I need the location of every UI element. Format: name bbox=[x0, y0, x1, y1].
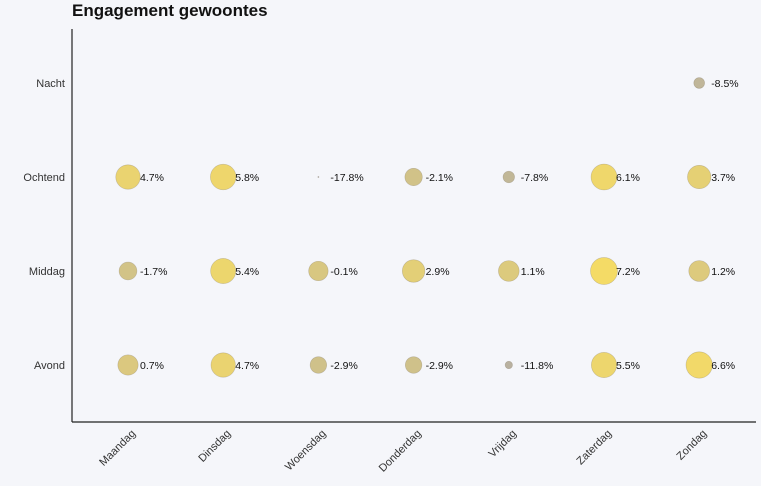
bubble-zaterdag-middag bbox=[590, 257, 618, 285]
value-label-woensdag-middag: -0.1% bbox=[330, 266, 357, 278]
x-tick-label-donderdag: Donderdag bbox=[377, 428, 424, 475]
bubble-donderdag-avond bbox=[404, 356, 423, 374]
value-label-woensdag-ochtend: -17.8% bbox=[330, 172, 363, 184]
bubble-zaterdag-avond bbox=[591, 352, 617, 378]
bubble-donderdag-ochtend bbox=[404, 167, 423, 187]
bubble-woensdag-middag bbox=[308, 260, 329, 282]
bubble-zondag-nacht bbox=[693, 77, 705, 89]
bubble-dinsdag-ochtend bbox=[210, 163, 237, 191]
value-label-woensdag-avond: -2.9% bbox=[330, 360, 357, 372]
y-tick-label-ochtend: Ochtend bbox=[23, 172, 65, 184]
bubble-woensdag-avond bbox=[309, 356, 328, 374]
bubble-vrijdag-middag bbox=[498, 260, 520, 282]
bubble-dinsdag-middag bbox=[210, 258, 237, 284]
y-axis-labels: Nacht Ochtend Middag Avond bbox=[23, 78, 65, 372]
value-label-dinsdag-ochtend: 5.8% bbox=[235, 172, 259, 184]
x-tick-label-woensdag: Woensdag bbox=[283, 428, 329, 474]
value-label-zondag-nacht: -8.5% bbox=[711, 78, 738, 90]
bubble-donderdag-middag bbox=[401, 259, 426, 283]
value-label-vrijdag-ochtend: -7.8% bbox=[521, 172, 548, 184]
x-tick-label-vrijdag: Vrijdag bbox=[487, 428, 519, 460]
value-label-zaterdag-avond: 5.5% bbox=[616, 360, 640, 372]
value-label-donderdag-middag: 2.9% bbox=[426, 266, 450, 278]
chart-title: Engagement gewoontes bbox=[72, 1, 268, 20]
chart-axes bbox=[71, 29, 756, 423]
bubble-woensdag-ochtend bbox=[317, 176, 320, 178]
value-labels: -8.5% 4.7% 5.8% -17.8% -2.1% -7.8% 6.1% 3.7% -1.… bbox=[140, 78, 739, 372]
bubble-maandag-ochtend bbox=[115, 164, 141, 190]
bubbles bbox=[115, 77, 713, 379]
bubble-vrijdag-ochtend bbox=[502, 170, 515, 184]
bubble-zondag-ochtend bbox=[687, 164, 712, 190]
x-axis-labels: Maandag Dinsdag Woensdag Donderdag Vrijdag Za… bbox=[97, 428, 709, 475]
bubble-zaterdag-ochtend bbox=[590, 163, 618, 191]
y-tick-label-middag: Middag bbox=[29, 266, 65, 278]
value-label-zondag-middag: 1.2% bbox=[711, 266, 735, 278]
value-label-maandag-avond: 0.7% bbox=[140, 360, 164, 372]
bubble-maandag-middag bbox=[118, 261, 138, 281]
value-label-donderdag-ochtend: -2.1% bbox=[426, 172, 453, 184]
value-label-zondag-avond: 6.6% bbox=[711, 360, 735, 372]
bubble-maandag-avond bbox=[117, 354, 139, 376]
bubble-vrijdag-avond bbox=[504, 360, 513, 370]
value-label-zaterdag-ochtend: 6.1% bbox=[616, 172, 640, 184]
bubble-dinsdag-avond bbox=[210, 352, 236, 378]
value-label-zondag-ochtend: 3.7% bbox=[711, 172, 735, 184]
value-label-donderdag-avond: -2.9% bbox=[426, 360, 453, 372]
value-label-vrijdag-middag: 1.1% bbox=[521, 266, 545, 278]
x-tick-label-zaterdag: Zaterdag bbox=[575, 428, 615, 468]
bubble-zondag-avond bbox=[685, 351, 713, 379]
y-tick-label-nacht: Nacht bbox=[36, 78, 65, 90]
bubble-zondag-middag bbox=[688, 260, 710, 282]
value-label-maandag-ochtend: 4.7% bbox=[140, 172, 164, 184]
x-tick-label-zondag: Zondag bbox=[675, 428, 710, 463]
x-tick-label-dinsdag: Dinsdag bbox=[196, 428, 233, 465]
x-tick-label-maandag: Maandag bbox=[97, 428, 138, 469]
value-label-maandag-middag: -1.7% bbox=[140, 266, 167, 278]
value-label-vrijdag-avond: -11.8% bbox=[521, 360, 554, 372]
y-tick-label-avond: Avond bbox=[34, 360, 65, 372]
value-label-dinsdag-avond: 4.7% bbox=[235, 360, 259, 372]
value-label-dinsdag-middag: 5.4% bbox=[235, 266, 259, 278]
value-label-zaterdag-middag: 7.2% bbox=[616, 266, 640, 278]
